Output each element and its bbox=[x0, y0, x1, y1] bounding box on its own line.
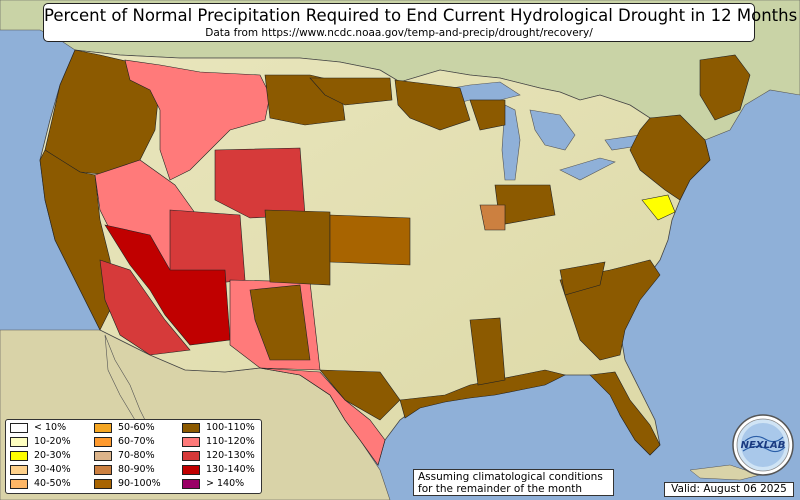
region-mid-atlantic bbox=[641, 194, 676, 221]
region-minnesota bbox=[394, 79, 471, 131]
legend-swatch bbox=[182, 464, 200, 475]
legend-item: 100-110% bbox=[182, 422, 255, 433]
legend-swatch bbox=[10, 436, 28, 447]
legend-label: 110-120% bbox=[206, 436, 255, 447]
note-line-2: for the remainder of the month bbox=[418, 483, 583, 495]
legend-label: 70-80% bbox=[118, 450, 155, 461]
legend-swatch bbox=[182, 450, 200, 461]
region-west-texas bbox=[259, 367, 386, 466]
legend-label: 50-60% bbox=[118, 422, 155, 433]
legend-item: 70-80% bbox=[94, 450, 155, 461]
region-lower-mississippi bbox=[469, 317, 506, 386]
legend-item: 120-130% bbox=[182, 450, 255, 461]
legend: < 10% 10-20% 20-30% 30-40% 40-50% 50-60% 60-70… bbox=[5, 419, 262, 494]
region-maine bbox=[699, 54, 751, 121]
region-florida bbox=[589, 371, 661, 456]
legend-swatch bbox=[10, 464, 28, 475]
legend-label: 100-110% bbox=[206, 422, 255, 433]
legend-swatch bbox=[182, 478, 200, 489]
legend-swatch bbox=[10, 422, 28, 433]
legend-item: 80-90% bbox=[94, 464, 155, 475]
legend-item: 10-20% bbox=[10, 436, 71, 447]
valid-date: Valid: August 06 2025 bbox=[664, 482, 794, 497]
legend-label: < 10% bbox=[34, 422, 67, 433]
legend-item: 20-30% bbox=[10, 450, 71, 461]
legend-label: 10-20% bbox=[34, 436, 71, 447]
note-line-1: Assuming climatological conditions bbox=[418, 471, 603, 483]
legend-label: 40-50% bbox=[34, 478, 71, 489]
legend-item: 60-70% bbox=[94, 436, 155, 447]
region-colorado-east bbox=[264, 209, 331, 286]
lake-huron bbox=[529, 109, 576, 151]
legend-label: 30-40% bbox=[34, 464, 71, 475]
map-title: Percent of Normal Precipitation Required… bbox=[44, 6, 798, 25]
legend-item: < 10% bbox=[10, 422, 66, 433]
region-central-texas bbox=[319, 369, 401, 421]
cuba-island bbox=[689, 464, 761, 481]
legend-label: 120-130% bbox=[206, 450, 255, 461]
legend-label: 80-90% bbox=[118, 464, 155, 475]
map-subtitle: Data from https://www.ncdc.noaa.gov/temp… bbox=[205, 27, 593, 39]
legend-item: 30-40% bbox=[10, 464, 71, 475]
legend-label: 90-100% bbox=[118, 478, 161, 489]
legend-swatch bbox=[94, 450, 112, 461]
region-tennessee bbox=[559, 261, 606, 296]
legend-swatch bbox=[10, 478, 28, 489]
lake-erie bbox=[559, 157, 616, 181]
legend-swatch bbox=[94, 422, 112, 433]
legend-item: 130-140% bbox=[182, 464, 255, 475]
region-southwest-core bbox=[104, 224, 231, 346]
legend-item: 40-50% bbox=[10, 478, 71, 489]
region-michigan bbox=[469, 99, 506, 131]
legend-swatch bbox=[94, 478, 112, 489]
region-southern-california bbox=[99, 259, 191, 356]
title-box: Percent of Normal Precipitation Required… bbox=[43, 3, 798, 42]
legend-swatch bbox=[10, 450, 28, 461]
region-northeast bbox=[629, 114, 711, 201]
legend-item: 110-120% bbox=[182, 436, 255, 447]
legend-label: 60-70% bbox=[118, 436, 155, 447]
region-idaho-montana bbox=[124, 59, 271, 181]
region-north-dakota bbox=[309, 77, 393, 106]
legend-swatch bbox=[94, 436, 112, 447]
climatology-note: Assuming climatological conditions for t… bbox=[413, 469, 614, 496]
logo-text: NEXLAB bbox=[741, 440, 786, 451]
legend-swatch bbox=[182, 436, 200, 447]
legend-item: 50-60% bbox=[94, 422, 155, 433]
region-new-mexico-east bbox=[249, 284, 311, 361]
legend-item: > 140% bbox=[182, 478, 244, 489]
lake-michigan bbox=[501, 104, 521, 181]
legend-swatch bbox=[94, 464, 112, 475]
legend-item: 90-100% bbox=[94, 478, 161, 489]
legend-label: 20-30% bbox=[34, 450, 71, 461]
legend-label: 130-140% bbox=[206, 464, 255, 475]
legend-swatch bbox=[182, 422, 200, 433]
region-kansas bbox=[329, 214, 411, 266]
region-iowa-tan bbox=[479, 204, 506, 231]
legend-label: > 140% bbox=[206, 478, 245, 489]
nexlab-logo: NEXLAB bbox=[732, 414, 794, 476]
